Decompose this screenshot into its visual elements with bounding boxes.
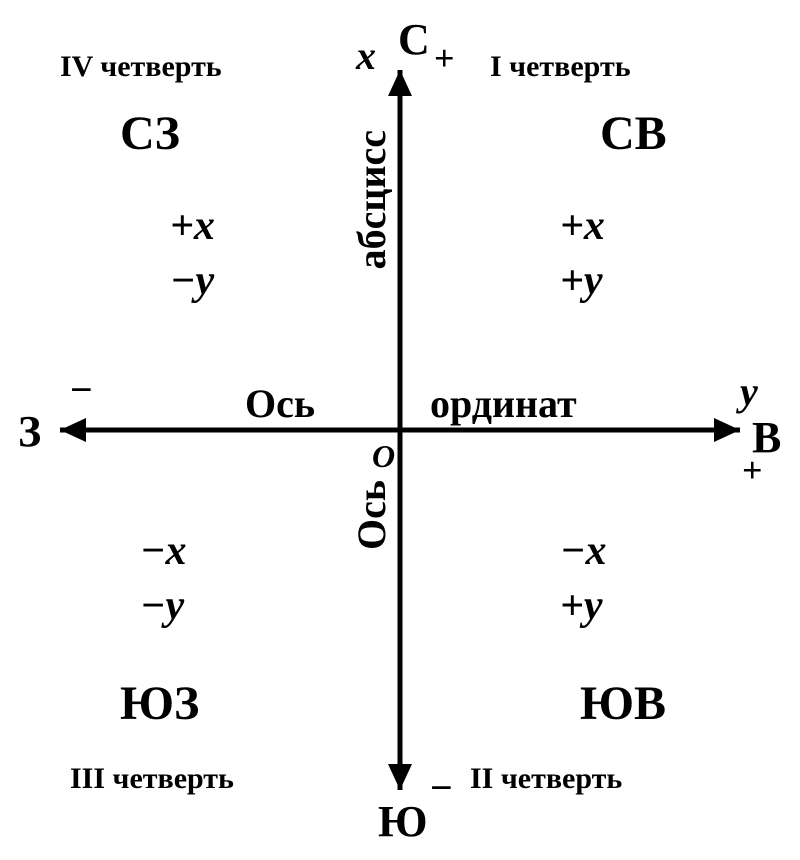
nw-label: СЗ [120,110,180,158]
compass-n: С [398,18,430,62]
axis-minus-bottom: − [430,768,453,808]
axis-word-left: Ось [245,384,315,424]
compass-w: З [18,410,41,454]
axis-word-ordinate: ординат [430,384,577,424]
ne-label: СВ [600,110,667,158]
axis-plus-top: + [434,40,455,76]
axis-word-abscissa: абсцисс [352,130,392,269]
axis-plus-right: + [742,452,763,488]
q2-label: II четверть [470,764,622,794]
axis-var-y-right: y [740,372,758,412]
q3-label: III четверть [70,764,234,794]
coordinate-diagram: С Ю В З x + y + − − O Ось ординат абсцис… [0,0,800,860]
arrow-up-icon [388,70,412,96]
se-label: ЮВ [580,680,666,728]
arrow-right-icon [714,418,740,442]
q3-sign-x: −x [140,530,186,572]
q3-sign-y: −y [140,585,184,627]
q2-sign-y: +y [560,585,603,627]
sw-label: ЮЗ [120,680,199,728]
arrow-left-icon [60,418,86,442]
q1-sign-x: +x [560,205,605,247]
q1-sign-y: +y [560,260,603,302]
q4-sign-x: +x [170,205,215,247]
axis-var-x-top: x [356,36,376,76]
q1-label: I четверть [490,52,631,82]
arrow-down-icon [388,764,412,790]
axis-word-vertical-os: Ось [352,480,392,550]
axis-minus-left: − [70,370,93,410]
q4-sign-y: −y [170,260,214,302]
origin-label: O [372,440,395,472]
compass-s: Ю [378,800,428,844]
q4-label: IV четверть [60,52,222,82]
q2-sign-x: −x [560,530,606,572]
